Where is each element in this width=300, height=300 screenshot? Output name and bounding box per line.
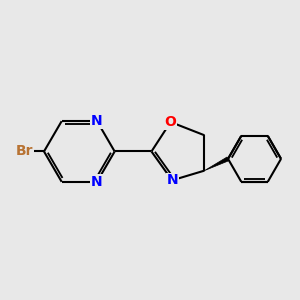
Text: N: N xyxy=(166,173,178,187)
Text: O: O xyxy=(165,115,176,129)
Polygon shape xyxy=(205,157,229,171)
Text: N: N xyxy=(91,114,103,128)
Text: Br: Br xyxy=(16,145,34,158)
Text: N: N xyxy=(91,175,103,189)
